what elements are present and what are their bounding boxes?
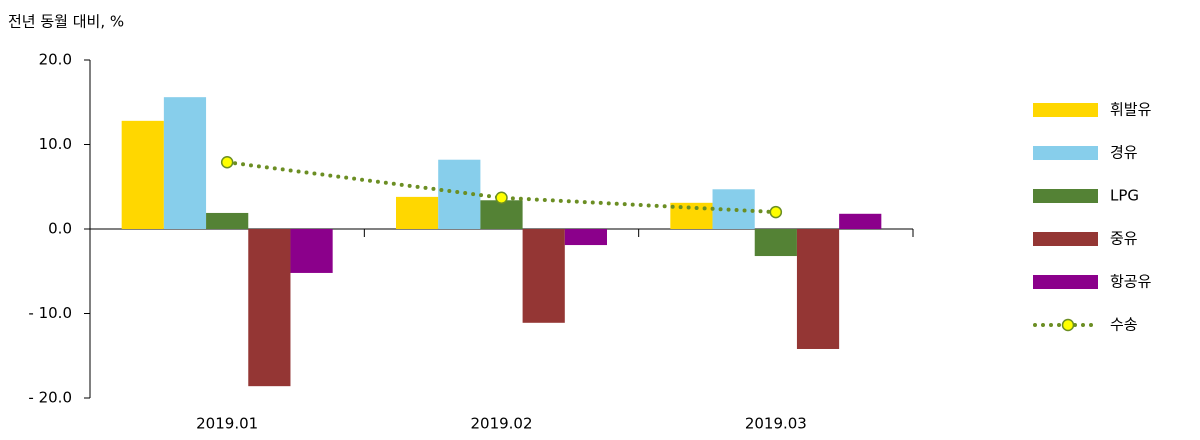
- legend-label: 항공유: [1110, 273, 1152, 291]
- legend-marker: [1061, 318, 1075, 332]
- legend-label: LPG: [1110, 187, 1139, 205]
- marker: [769, 205, 783, 219]
- legend-swatch: [1033, 146, 1098, 160]
- legend-swatch: [1033, 275, 1098, 289]
- y-tick-label: 20.0: [39, 51, 72, 69]
- y-tick-label: - 20.0: [28, 389, 72, 407]
- bar: [206, 212, 249, 229]
- y-tick-label: - 10.0: [28, 304, 72, 322]
- marker: [220, 155, 234, 169]
- bar: [754, 229, 797, 257]
- legend-label: 중유: [1110, 230, 1138, 248]
- bar: [480, 200, 523, 229]
- legend-label: 휘발유: [1110, 101, 1152, 119]
- legend-swatch: [1033, 232, 1098, 246]
- x-tick-label: 2019.03: [745, 415, 807, 433]
- bar: [796, 229, 840, 349]
- y-tick-label: 10.0: [39, 135, 72, 153]
- bar: [121, 120, 164, 229]
- bar: [522, 229, 565, 323]
- legend-swatch: [1033, 103, 1098, 117]
- bar: [839, 213, 882, 229]
- legend-label: 경유: [1110, 144, 1138, 162]
- y-tick-label: 0.0: [48, 220, 72, 238]
- bar: [248, 229, 291, 387]
- legend-label: 수송: [1110, 316, 1138, 334]
- bar: [564, 229, 607, 246]
- x-tick-label: 2019.01: [196, 415, 258, 433]
- y-axis-label: 전년 동월 대비, %: [8, 13, 124, 31]
- marker: [495, 191, 508, 204]
- bar: [163, 97, 207, 230]
- legend-swatch: [1033, 189, 1098, 203]
- bar: [670, 202, 713, 229]
- bar: [290, 229, 333, 273]
- bar: [396, 196, 439, 229]
- x-tick-label: 2019.02: [470, 415, 532, 433]
